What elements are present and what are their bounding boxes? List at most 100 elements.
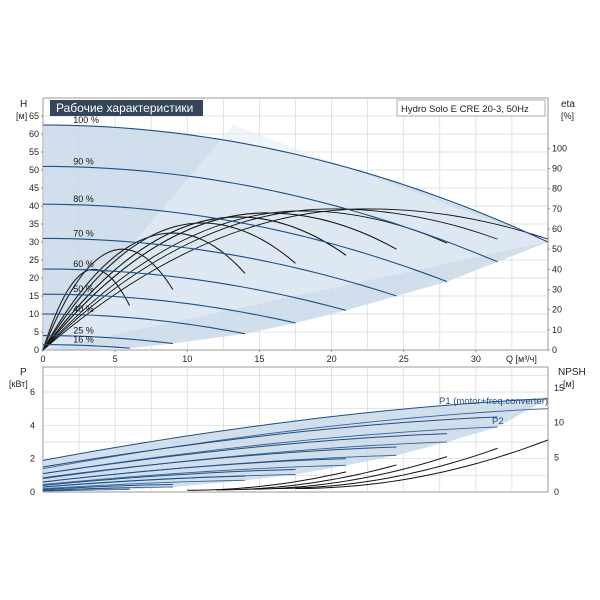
p1-curve: [42, 446, 397, 479]
p2-curve: [42, 464, 347, 485]
head-curve: [42, 165, 498, 263]
head-chart-envelope: [43, 125, 548, 350]
npsh-curve: [187, 471, 347, 491]
y-axis-unit-eta: [%]: [561, 111, 574, 121]
y-tick-label-head: 55: [29, 147, 39, 157]
efficiency-curve: [42, 208, 498, 351]
efficiency-curve: [42, 232, 246, 351]
p1-curve: [42, 398, 549, 461]
efficiency-curve: [42, 248, 174, 351]
head-curve: [42, 293, 296, 324]
y-tick-label-head: 60: [29, 129, 39, 139]
y-tick-label-npsh: 5: [554, 452, 559, 462]
efficiency-curve: [42, 208, 549, 351]
speed-label: 50 %: [73, 284, 94, 294]
y-axis-unit-power: [кВт]: [9, 379, 28, 389]
head-curve: [42, 124, 549, 243]
p1-curve: [42, 475, 246, 488]
power-curves: [42, 398, 549, 492]
head-curve: [43, 335, 173, 345]
y-axis-title-head: H: [20, 99, 27, 110]
p1-curve: [42, 416, 498, 468]
x-tick-label: 15: [254, 354, 264, 364]
chart-title: Рабочие характеристики: [56, 101, 193, 115]
speed-label: 80 %: [73, 194, 94, 204]
y-tick-label-head: 25: [29, 255, 39, 265]
head-curves: [42, 124, 549, 349]
y-tick-label-eta: 90: [552, 164, 562, 174]
y-tick-label-eta: 20: [552, 305, 562, 315]
efficiency-curve: [42, 222, 296, 351]
speed-label: 16 %: [73, 335, 94, 345]
efficiency-curve: [42, 210, 448, 351]
y-tick-label-head: 40: [29, 201, 39, 211]
x-tick-label: 30: [471, 354, 481, 364]
y-tick-label-eta: 50: [552, 244, 562, 254]
p1-series-label: P1 (motor+freq.converter): [439, 396, 548, 407]
y-tick-label-eta: 60: [552, 224, 562, 234]
npsh-curves: [187, 439, 549, 491]
power-range-fill: [43, 398, 548, 492]
power-chart-envelope: [43, 398, 548, 492]
y-tick-label-power: 0: [30, 487, 35, 497]
p2-curve: [42, 408, 549, 470]
speed-labels: 100 % 90 % 80 % 70 % 60 % 50 % 40 % 25 %16 %: [73, 115, 99, 345]
head-chart: 100 % 90 % 80 % 70 % 60 % 50 % 40 % 25 %16 % 0 5…: [16, 97, 575, 364]
p2-curve: [42, 479, 246, 490]
p1-curve: [42, 458, 347, 483]
product-label: Hydro Solo E CRE 20-3, 50Hz: [401, 104, 529, 115]
p2-curve: [42, 489, 130, 492]
y-tick-label-eta: 40: [552, 264, 562, 274]
y-tick-label-head: 35: [29, 219, 39, 229]
head-curve: [43, 344, 130, 349]
speed-label: 90 %: [73, 156, 94, 166]
speed-label: 100 %: [73, 115, 99, 125]
y-tick-label-head: 10: [29, 309, 39, 319]
y-tick-label-eta: 0: [552, 345, 557, 355]
y-tick-label-npsh: 15: [554, 383, 564, 393]
y-tick-label-npsh: 0: [554, 487, 559, 497]
p2-series-label: P2: [492, 416, 504, 427]
y-tick-label-npsh: 10: [554, 418, 564, 428]
head-curve: [42, 268, 347, 311]
y-tick-label-eta: 100: [552, 143, 567, 153]
y-axis-title-eta: eta: [561, 99, 575, 110]
speed-label: 70 %: [73, 228, 94, 238]
y-tick-label-head: 5: [34, 327, 39, 337]
y-tick-label-head: 20: [29, 273, 39, 283]
y-tick-label-head: 50: [29, 165, 39, 175]
p1-curve: [42, 484, 173, 490]
y-tick-label-head: 65: [29, 111, 39, 121]
y-tick-label-head: 0: [34, 345, 39, 355]
p1-curve: [42, 469, 296, 486]
y-axis-unit-npsh: [м]: [563, 379, 574, 389]
head-curve: [42, 313, 246, 335]
npsh-curve: [295, 439, 549, 490]
speed-label: 40 %: [73, 304, 94, 314]
p1-curve: [42, 433, 448, 475]
y-tick-label-head: 30: [29, 237, 39, 247]
y-axis-title-npsh: NPSH: [558, 367, 586, 378]
power-chart-ticks: 0 2 4 6 0 5 10 15: [30, 383, 564, 497]
npsh-curve: [273, 447, 498, 490]
y-tick-label-eta: 30: [552, 285, 562, 295]
y-tick-label-power: 2: [30, 454, 35, 464]
product-label-box: [396, 99, 546, 117]
x-tick-label: 10: [182, 354, 192, 364]
npsh-curve: [244, 456, 448, 490]
head-chart-ticks: 0510152025303540455055606501020304050607…: [29, 111, 567, 364]
efficiency-curves: [42, 208, 549, 351]
x-axis-title: Q [м³/ч]: [506, 354, 537, 364]
y-tick-label-eta: 70: [552, 204, 562, 214]
head-curve: [42, 237, 397, 297]
y-axis-title-power: P: [20, 367, 27, 378]
y-tick-label-head: 15: [29, 291, 39, 301]
speed-label: 60 %: [73, 259, 94, 269]
power-chart: 0 2 4 6 0 5 10 15 P [кВт] NPSH [м] P1 (motor+fr…: [9, 366, 586, 497]
x-tick-label: 0: [40, 354, 45, 364]
efficiency-curve: [42, 268, 131, 351]
chart-title-box: [50, 100, 203, 116]
y-tick-label-power: 4: [30, 420, 35, 430]
efficiency-highlight: [43, 125, 548, 350]
